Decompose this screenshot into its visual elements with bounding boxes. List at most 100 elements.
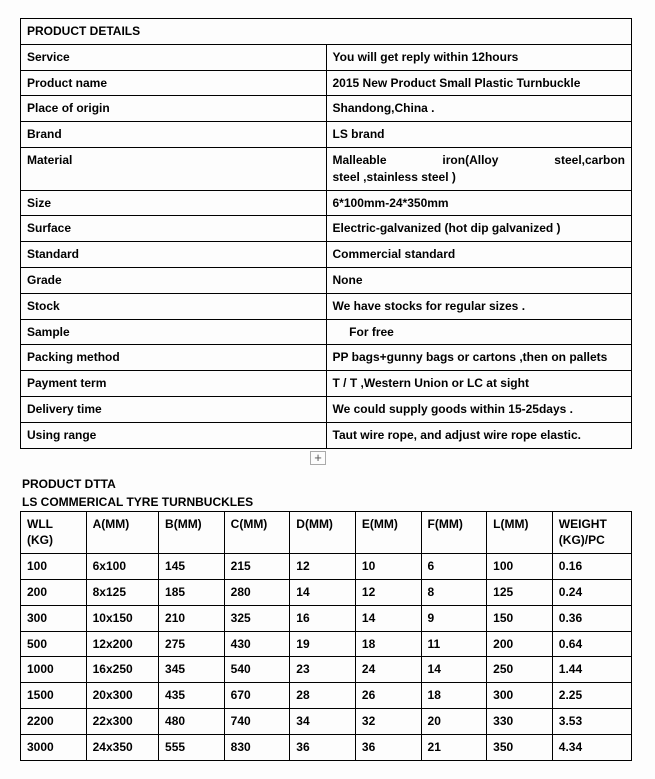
dtta-cell: 345 (159, 657, 225, 683)
dtta-cell: 36 (355, 734, 421, 760)
dtta-cell: 435 (159, 683, 225, 709)
dtta-cell: 300 (21, 605, 87, 631)
dtta-col-header: C(MM) (224, 511, 290, 554)
dtta-cell: 1.44 (552, 657, 631, 683)
details-value: PP bags+gunny bags or cartons ,then on p… (326, 345, 632, 371)
dtta-cell: 1000 (21, 657, 87, 683)
dtta-cell: 36 (290, 734, 356, 760)
details-label: Place of origin (21, 96, 327, 122)
dtta-cell: 330 (487, 708, 553, 734)
dtta-cell: 14 (355, 605, 421, 631)
details-value: Commercial standard (326, 242, 632, 268)
dtta-cell: 3.53 (552, 708, 631, 734)
details-label: Stock (21, 293, 327, 319)
section-gap: + (20, 449, 635, 473)
dtta-cell: 8 (421, 579, 487, 605)
dtta-heading2: LS COMMERICAL TYRE TURNBUCKLES (22, 495, 635, 509)
details-label: Sample (21, 319, 327, 345)
dtta-cell: 480 (159, 708, 225, 734)
dtta-col-header: B(MM) (159, 511, 225, 554)
dtta-cell: 0.64 (552, 631, 631, 657)
dtta-cell: 10 (355, 554, 421, 580)
dtta-cell: 12 (355, 579, 421, 605)
details-label: Brand (21, 122, 327, 148)
dtta-row: 300024x3505558303636213504.34 (21, 734, 632, 760)
details-row: ServiceYou will get reply within 12hours (21, 44, 632, 70)
details-value: Malleable iron(Alloy steel,carbonsteel ,… (326, 147, 632, 190)
dtta-col-header: E(MM) (355, 511, 421, 554)
details-label: Grade (21, 267, 327, 293)
product-details-table: PRODUCT DETAILS ServiceYou will get repl… (20, 18, 632, 449)
dtta-table: WLL (KG)A(MM)B(MM)C(MM)D(MM)E(MM)F(MM)L(… (20, 511, 632, 761)
details-value: None (326, 267, 632, 293)
dtta-cell: 100 (487, 554, 553, 580)
dtta-cell: 185 (159, 579, 225, 605)
details-value: Taut wire rope, and adjust wire rope ela… (326, 422, 632, 448)
details-row: Payment termT / T ,Western Union or LC a… (21, 371, 632, 397)
dtta-cell: 18 (421, 683, 487, 709)
dtta-row: 50012x2002754301918112000.64 (21, 631, 632, 657)
dtta-cell: 16x250 (86, 657, 158, 683)
dtta-row: 220022x3004807403432203303.53 (21, 708, 632, 734)
dtta-cell: 28 (290, 683, 356, 709)
dtta-cell: 3000 (21, 734, 87, 760)
dtta-row: 100016x2503455402324142501.44 (21, 657, 632, 683)
dtta-cell: 280 (224, 579, 290, 605)
dtta-col-header: D(MM) (290, 511, 356, 554)
dtta-cell: 125 (487, 579, 553, 605)
dtta-cell: 0.16 (552, 554, 631, 580)
details-label: Service (21, 44, 327, 70)
details-value: Shandong,China . (326, 96, 632, 122)
details-label: Delivery time (21, 396, 327, 422)
details-row: StockWe have stocks for regular sizes . (21, 293, 632, 319)
dtta-cell: 20x300 (86, 683, 158, 709)
dtta-cell: 215 (224, 554, 290, 580)
dtta-cell: 210 (159, 605, 225, 631)
details-row: Product name2015 New Product Small Plast… (21, 70, 632, 96)
details-row: BrandLS brand (21, 122, 632, 148)
dtta-cell: 1500 (21, 683, 87, 709)
dtta-cell: 0.24 (552, 579, 631, 605)
dtta-row: 30010x150210325161491500.36 (21, 605, 632, 631)
details-label: Packing method (21, 345, 327, 371)
dtta-cell: 350 (487, 734, 553, 760)
dtta-cell: 670 (224, 683, 290, 709)
details-row: MaterialMalleable iron(Alloy steel,carbo… (21, 147, 632, 190)
dtta-col-header: L(MM) (487, 511, 553, 554)
dtta-cell: 500 (21, 631, 87, 657)
dtta-cell: 200 (21, 579, 87, 605)
dtta-cell: 14 (421, 657, 487, 683)
details-label: Size (21, 190, 327, 216)
dtta-cell: 150 (487, 605, 553, 631)
details-row: Sample For free (21, 319, 632, 345)
dtta-cell: 0.36 (552, 605, 631, 631)
details-value: T / T ,Western Union or LC at sight (326, 371, 632, 397)
dtta-cell: 19 (290, 631, 356, 657)
details-label: Payment term (21, 371, 327, 397)
dtta-row: 2008x125185280141281250.24 (21, 579, 632, 605)
details-header: PRODUCT DETAILS (21, 19, 632, 45)
dtta-cell: 32 (355, 708, 421, 734)
details-row: Size6*100mm-24*350mm (21, 190, 632, 216)
dtta-cell: 325 (224, 605, 290, 631)
dtta-cell: 2200 (21, 708, 87, 734)
dtta-cell: 20 (421, 708, 487, 734)
dtta-cell: 12 (290, 554, 356, 580)
details-label: Product name (21, 70, 327, 96)
details-row: Packing methodPP bags+gunny bags or cart… (21, 345, 632, 371)
dtta-cell: 8x125 (86, 579, 158, 605)
details-value: We could supply goods within 15-25days . (326, 396, 632, 422)
plus-icon: + (310, 451, 326, 465)
dtta-cell: 6x100 (86, 554, 158, 580)
dtta-row: 150020x3004356702826183002.25 (21, 683, 632, 709)
dtta-cell: 12x200 (86, 631, 158, 657)
dtta-cell: 300 (487, 683, 553, 709)
details-label: Using range (21, 422, 327, 448)
dtta-cell: 9 (421, 605, 487, 631)
dtta-heading1: PRODUCT DTTA (22, 477, 635, 491)
details-value: You will get reply within 12hours (326, 44, 632, 70)
details-row: Place of originShandong,China . (21, 96, 632, 122)
details-row: GradeNone (21, 267, 632, 293)
details-value: Electric-galvanized (hot dip galvanized … (326, 216, 632, 242)
dtta-col-header: A(MM) (86, 511, 158, 554)
